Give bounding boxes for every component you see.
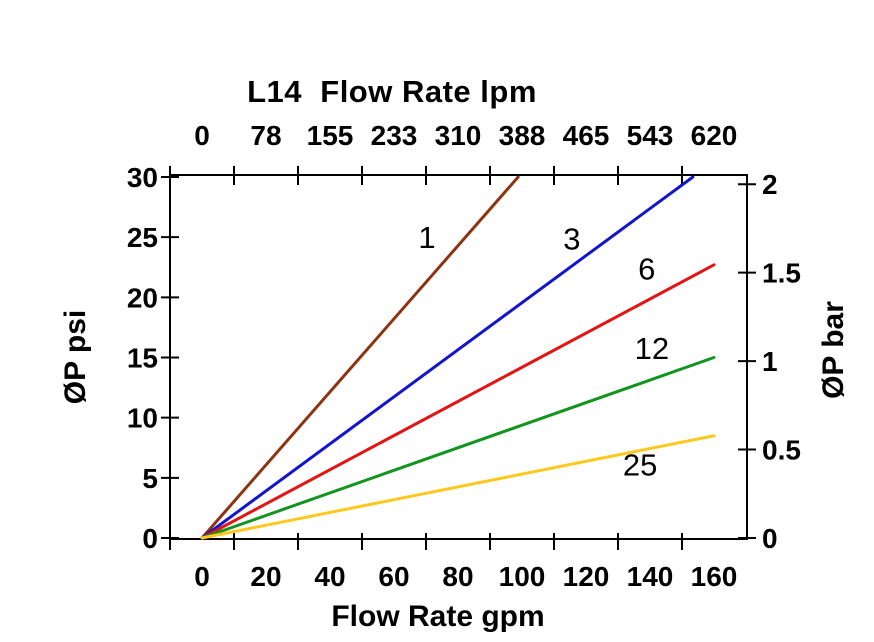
series-label-3: 3 [563,221,580,256]
left-axis-tick-label: 30 [127,162,158,193]
series-line-25 [200,434,716,540]
right-axis-tick-label: 0 [762,523,778,554]
series-label-12: 12 [635,331,669,366]
top-axis-tick-label: 310 [435,120,482,151]
bottom-axis-tick-label: 60 [378,561,409,592]
right-axis-tick-label: 0.5 [762,435,801,466]
left-axis-tick-label: 25 [127,222,158,253]
top-axis-tick-label: 155 [307,120,354,151]
bottom-axis-tick-label: 40 [314,561,345,592]
top-axis-tick-label: 388 [499,120,546,151]
bottom-axis-tick-label: 80 [442,561,473,592]
bottom-axis-tick-label: 120 [563,561,610,592]
top-axis-tick-label: 620 [691,120,738,151]
x-axis-label-bottom: Flow Rate gpm [331,600,545,633]
right-axis-tick-label: 1 [762,346,778,377]
chart-title: L14 Flow Rate lpm [247,74,537,109]
series-line-3 [200,175,695,540]
bottom-axis-tick-label: 140 [627,561,674,592]
top-axis-tick-label: 0 [194,120,210,151]
left-axis-tick-label: 15 [127,343,158,374]
left-axis-tick-label: 10 [127,403,158,434]
top-axis-tick-label: 543 [627,120,674,151]
left-axis-tick-label: 5 [142,463,158,494]
top-axis-tick-label: 465 [563,120,610,151]
top-axis-tick-label: 233 [371,120,418,151]
right-axis-tick-label: 1.5 [762,258,801,289]
series-line-12 [200,356,716,540]
left-axis-tick-label: 0 [142,523,158,554]
series-label-25: 25 [623,448,657,483]
left-axis-tick-label: 20 [127,282,158,313]
series-label-1: 1 [418,220,435,255]
right-axis-tick-label: 2 [762,169,778,200]
bottom-axis-tick-label: 20 [250,561,281,592]
series-line-6 [200,263,716,540]
series-label-6: 6 [638,251,655,286]
bottom-axis-tick-label: 0 [194,561,210,592]
bottom-axis-tick-label: 160 [691,561,738,592]
top-axis-tick-label: 78 [250,120,281,151]
bottom-axis-tick-label: 100 [499,561,546,592]
series-line-1 [200,175,520,540]
